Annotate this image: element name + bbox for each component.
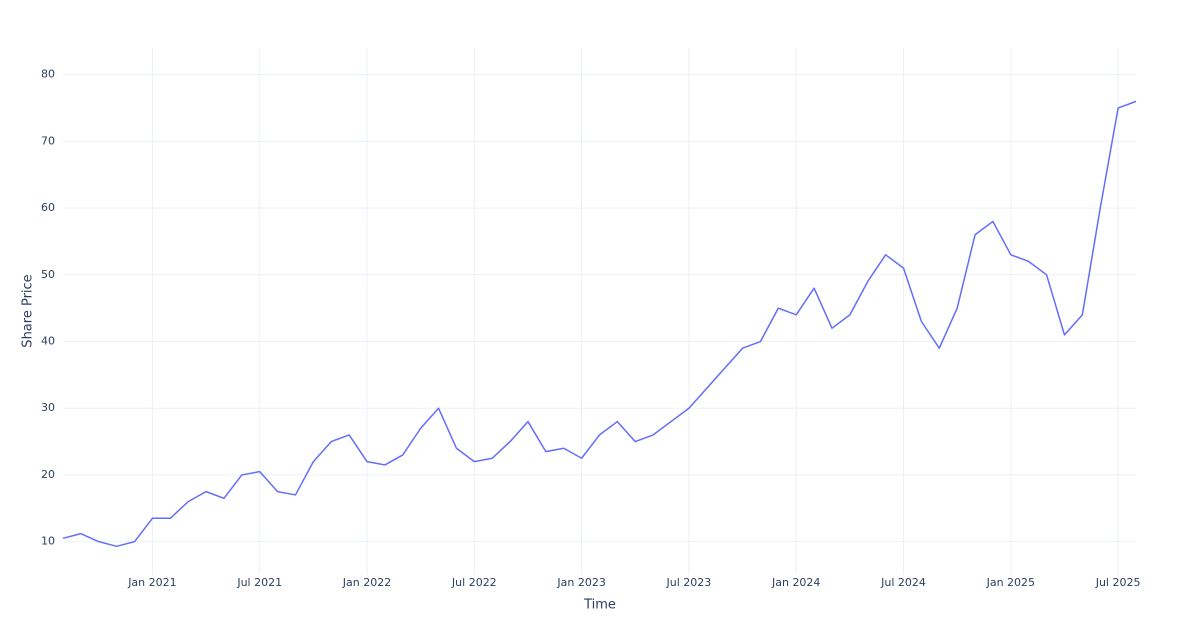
y-tick-label: 50 bbox=[41, 268, 55, 281]
x-tick-label: Jan 2021 bbox=[127, 576, 176, 589]
x-tick-label: Jan 2023 bbox=[556, 576, 605, 589]
y-axis-title: Share Price bbox=[21, 274, 36, 347]
x-tick-label: Jul 2025 bbox=[1095, 576, 1141, 589]
y-tick-label: 70 bbox=[41, 134, 55, 147]
x-axis-title: Time bbox=[583, 598, 616, 613]
x-tick-label: Jan 2025 bbox=[986, 576, 1035, 589]
x-tick-label: Jul 2023 bbox=[666, 576, 712, 589]
x-tick-label: Jan 2022 bbox=[342, 576, 391, 589]
y-tick-label: 10 bbox=[41, 535, 55, 548]
x-tick-label: Jul 2022 bbox=[451, 576, 497, 589]
x-tick-label: Jul 2021 bbox=[236, 576, 282, 589]
y-tick-label: 40 bbox=[41, 335, 55, 348]
x-tick-label: Jan 2024 bbox=[771, 576, 820, 589]
y-tick-label: 30 bbox=[41, 401, 55, 414]
x-tick-label: Jul 2024 bbox=[880, 576, 926, 589]
y-tick-label: 80 bbox=[41, 68, 55, 81]
line-series bbox=[62, 100, 1137, 548]
y-tick-label: 20 bbox=[41, 468, 55, 481]
y-tick-label: 60 bbox=[41, 201, 55, 214]
